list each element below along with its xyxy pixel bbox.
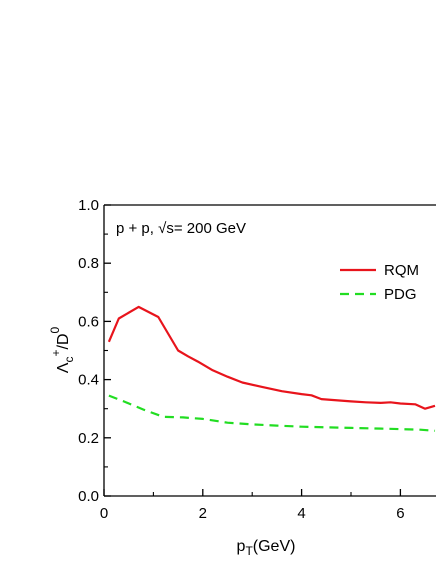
- x-axis-title-main: p: [237, 538, 246, 555]
- y-tick-label: 1.0: [78, 197, 99, 214]
- x-tick-label: 6: [396, 505, 404, 522]
- chart-annotation: p + p, √s= 200 GeV: [116, 220, 246, 237]
- y-tick-label: 0.0: [78, 488, 99, 505]
- legend: RQM PDG: [340, 262, 419, 303]
- x-axis-title-rest: (GeV): [253, 538, 296, 555]
- series-line-pdg: [108, 394, 436, 432]
- y-tick-label: 0.4: [78, 372, 99, 389]
- legend-label-pdg: PDG: [384, 286, 417, 303]
- y-tick-label: 0.6: [78, 313, 99, 330]
- y-tick-label: 0.2: [78, 430, 99, 447]
- y-axis-title-sup: +: [49, 349, 63, 356]
- y-axis-title: Λc+/D0: [48, 326, 76, 373]
- y-axis-title-sup2: 0: [48, 326, 62, 333]
- x-ticks: 0 2 4 6: [100, 489, 405, 522]
- y-axis-title-main: Λ: [55, 362, 72, 373]
- y-axis-title-sub: c: [62, 357, 76, 363]
- x-tick-label: 0: [100, 505, 108, 522]
- series-line-rqm: [107, 305, 436, 410]
- y-tick-label: 0.8: [78, 255, 99, 272]
- x-tick-label: 2: [199, 505, 207, 522]
- legend-label-rqm: RQM: [384, 262, 419, 279]
- x-axis-title-sub: T: [245, 544, 253, 558]
- x-tick-label: 4: [297, 505, 305, 522]
- y-axis-title-rest: /D: [55, 333, 72, 349]
- y-ticks: 0.0 0.2 0.4 0.6 0.8 1.0: [78, 197, 111, 505]
- x-axis-title: pT(GeV): [237, 538, 296, 558]
- series-layer: [107, 305, 436, 432]
